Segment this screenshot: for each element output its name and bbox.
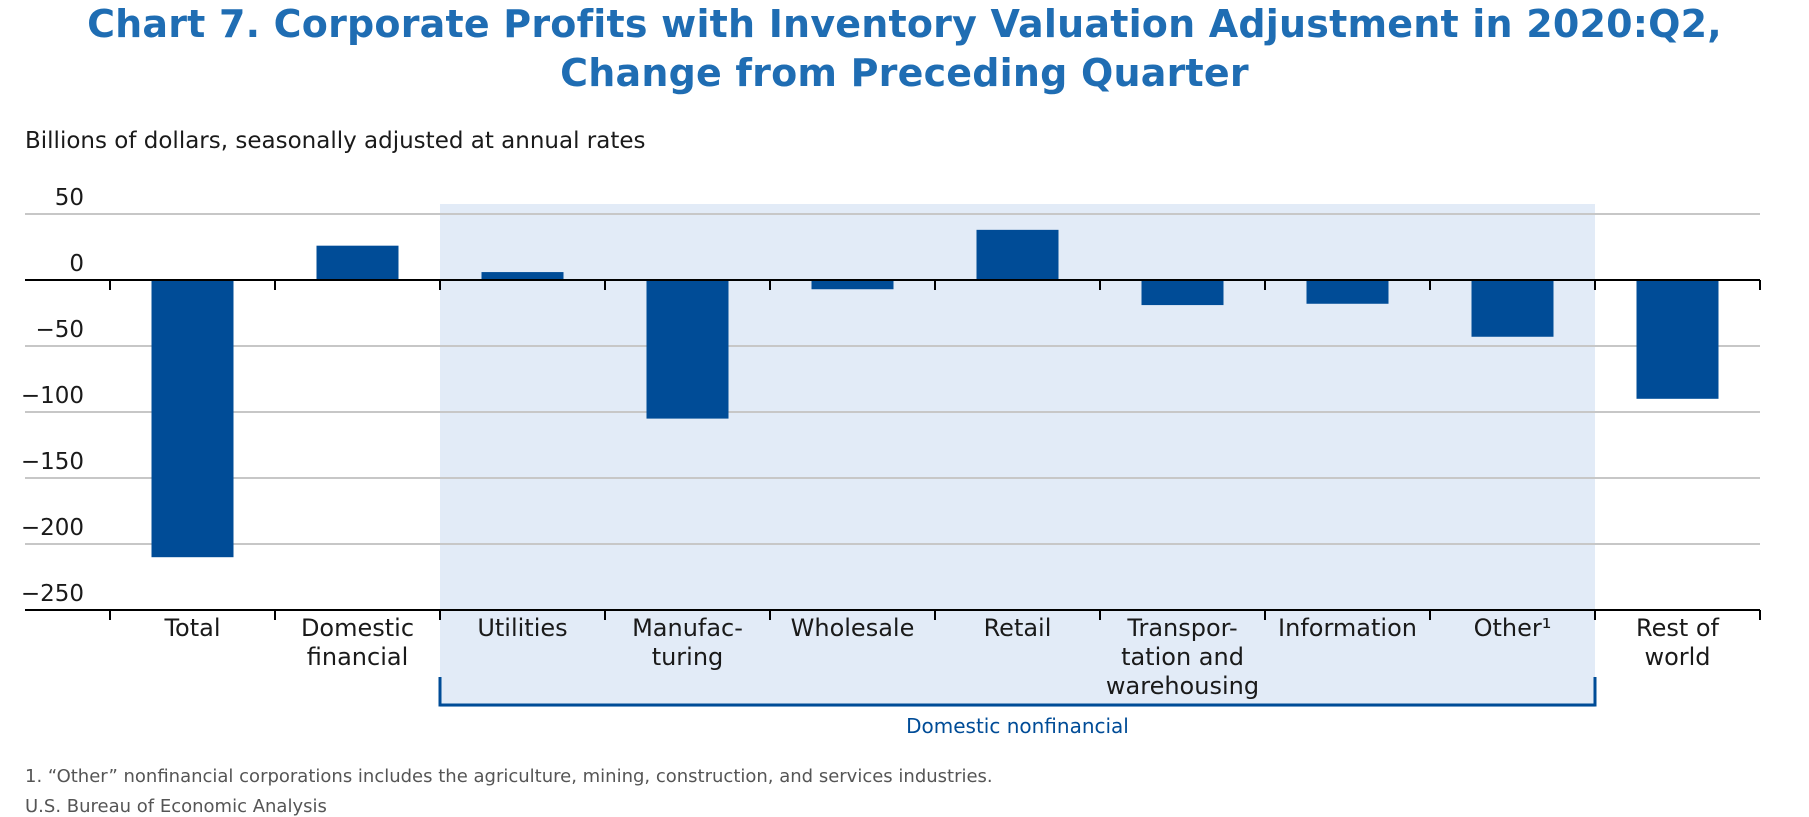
bar [646, 280, 729, 419]
x-tick-label: Manufac- [632, 614, 743, 642]
x-tick-label: Rest of [1636, 614, 1720, 642]
x-tick-label: world [1644, 643, 1710, 671]
x-tick-label: Wholesale [791, 614, 915, 642]
bar [481, 272, 564, 280]
chart-title: Chart 7. Corporate Profits with Inventor… [0, 0, 1809, 98]
y-tick-label: 0 [69, 251, 84, 277]
source-note: U.S. Bureau of Economic Analysis [25, 796, 327, 817]
bar [1636, 280, 1719, 399]
chart-title-line-1: Chart 7. Corporate Profits with Inventor… [87, 2, 1722, 46]
x-tick-label: Total [163, 614, 220, 642]
x-tick-label: Other¹ [1474, 614, 1552, 642]
x-tick-label: financial [307, 643, 408, 671]
x-tick-label: Transpor- [1126, 614, 1237, 642]
x-tick-label: Information [1278, 614, 1417, 642]
group-shading [440, 204, 1595, 707]
y-tick-label: −50 [35, 317, 84, 343]
y-tick-label: −150 [21, 449, 84, 475]
x-tick-label: warehousing [1106, 672, 1259, 700]
bar [1306, 280, 1389, 304]
x-tick-label: Retail [984, 614, 1052, 642]
x-tick-label: Domestic [301, 614, 414, 642]
bar [1471, 280, 1554, 337]
y-tick-label: 50 [55, 185, 84, 211]
x-tick-label: turing [652, 643, 724, 671]
x-tick-label: tation and [1121, 643, 1244, 671]
chart-title-line-2: Change from Preceding Quarter [560, 51, 1249, 95]
y-tick-label: −200 [21, 515, 84, 541]
bar [1141, 280, 1224, 306]
bar [811, 280, 894, 290]
bar [151, 280, 234, 558]
group-bracket [438, 677, 1597, 707]
y-tick-label: −100 [21, 383, 84, 409]
y-tick-label: −250 [21, 581, 84, 607]
group-label: Domestic nonfinancial [906, 714, 1129, 738]
units-note: Billions of dollars, seasonally adjusted… [25, 128, 646, 154]
bar [316, 245, 399, 280]
footnote: 1. “Other” nonfinancial corporations inc… [25, 766, 993, 787]
bar [976, 229, 1059, 280]
x-tick-label: Utilities [477, 614, 567, 642]
